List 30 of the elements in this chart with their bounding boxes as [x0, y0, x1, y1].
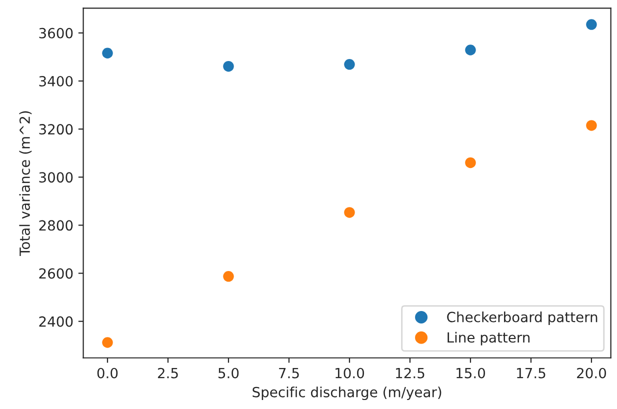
y-tick-label: 3400 — [39, 76, 73, 86]
y-axis-title: Total variance (m^2) — [19, 111, 32, 256]
x-tick-label: 7.5 — [279, 368, 299, 378]
point — [102, 48, 113, 59]
point — [586, 19, 597, 30]
x-axis-title: Specific discharge (m/year) — [252, 386, 442, 400]
point — [586, 120, 597, 131]
point — [223, 271, 234, 282]
point — [465, 157, 476, 168]
y-tick-label: 2800 — [39, 220, 73, 231]
y-tick-label: 3200 — [39, 124, 73, 135]
y-tick-label: 3600 — [39, 28, 73, 38]
x-tick-label: 2.5 — [158, 368, 178, 378]
point — [223, 60, 234, 72]
y-tick-label: 3000 — [39, 172, 73, 183]
x-tick-label: 15.0 — [456, 368, 486, 378]
x-tick-label: 12.5 — [396, 368, 424, 378]
x-tick-label: 10.0 — [336, 368, 364, 378]
y-tick-label: 2600 — [39, 268, 73, 279]
point — [102, 337, 113, 348]
x-tick-label: 5.0 — [218, 368, 239, 378]
x-tick-label: 20.0 — [577, 368, 606, 378]
legend-label: Line pattern — [448, 332, 530, 346]
legend-label: Checkerboard pattern — [447, 312, 598, 325]
point — [465, 44, 476, 56]
x-tick-label: 0.0 — [97, 368, 118, 378]
point — [344, 59, 355, 70]
x-tick-label: 17.5 — [517, 368, 546, 378]
point — [344, 207, 355, 218]
y-tick-label: 2400 — [39, 316, 73, 327]
